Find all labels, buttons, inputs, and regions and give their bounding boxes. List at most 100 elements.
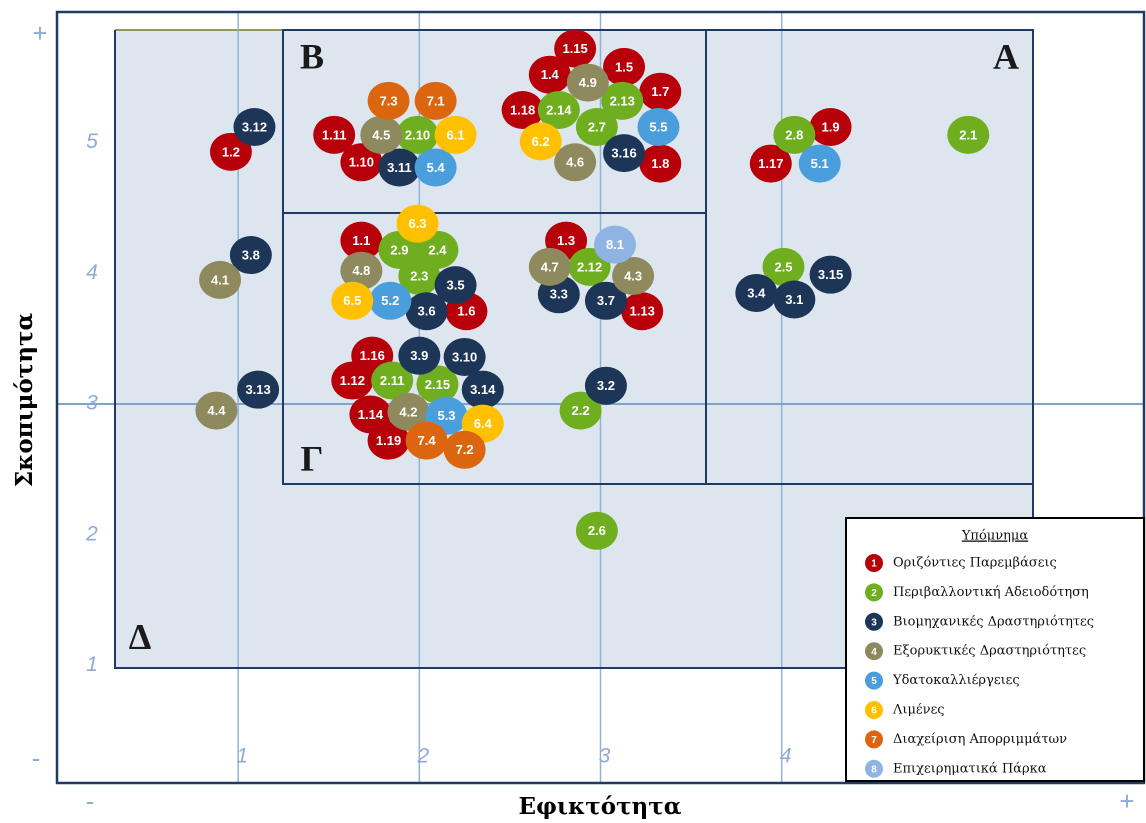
point-label: 2.13 [610,93,635,108]
point-label: 5.3 [437,408,455,423]
point [414,148,457,187]
point-label: 3.1 [785,292,803,307]
point [233,107,276,146]
point [528,247,571,286]
point [501,91,544,130]
point-label: 3.8 [242,247,260,262]
x-axis-label: Εφικτότητα [519,793,682,820]
y-plus: + [32,18,47,48]
point-label: 3.14 [470,382,496,397]
point [416,365,459,404]
legend-marker [865,671,883,690]
point-label: 3.12 [242,119,267,134]
legend-label: Διαχείριση Απορριμμάτων [893,732,1067,747]
point [947,115,990,154]
point [735,273,778,312]
y-tick-label: 4 [86,261,98,284]
point-label: 2.8 [785,127,803,142]
point-label: 1.18 [510,102,535,117]
point-label: 6.1 [447,127,465,142]
point [371,361,414,400]
y-tick-label: 3 [86,392,98,415]
point [584,366,627,405]
point-label: 3.7 [597,293,615,308]
x-tick-label: 1 [236,745,248,768]
point-label: 4.5 [372,127,390,142]
point-label: 7.3 [379,93,397,108]
point [443,430,486,469]
point [584,281,627,320]
legend-label: Οριζόντιες Παρεμβάσεις [893,556,1057,571]
point-label: 1.12 [340,373,365,388]
legend-number: 5 [871,676,877,687]
point [601,81,644,120]
plot-frame [55,10,1146,785]
point-label: 1.8 [651,156,669,171]
point-label: 4.3 [624,268,642,283]
legend-marker [865,583,883,602]
point-label: 4.9 [579,75,597,90]
point-label: 1.1 [352,233,370,248]
point [575,511,618,550]
point-label: 5.4 [427,160,446,175]
point [749,144,792,183]
legend-marker [865,701,883,719]
x-plus: + [1119,786,1134,816]
region-label: Α [993,36,1019,76]
legend-number: 7 [871,735,877,746]
point [809,107,852,146]
point-label: 4.4 [207,403,226,418]
point [434,266,477,305]
point [434,115,477,154]
point-label: 1.4 [541,67,560,82]
x-minus: - [86,786,95,816]
legend-box [845,517,1145,782]
point [798,144,841,183]
point-label: 7.4 [418,433,437,448]
point [398,256,441,295]
point [612,256,655,295]
point-label: 6.5 [343,293,361,308]
point [331,281,374,320]
y-tick-label: 1 [86,653,98,676]
point [405,292,448,331]
point-label: 3.3 [550,287,568,302]
legend-marker [865,730,883,749]
point [229,236,272,275]
y-minus: - [32,743,41,773]
y-tick-label: 2 [85,522,98,545]
point-label: 2.6 [588,523,606,538]
point-label: 2.5 [774,259,792,274]
point-label: 1.9 [822,119,840,134]
point-label: 2.9 [390,242,408,257]
point [566,63,609,102]
point [637,107,680,146]
x-tick-label: 2 [416,745,429,768]
point [414,81,457,120]
point-label: 7.1 [427,93,445,108]
point-label: 2.2 [572,403,590,418]
point [398,336,441,375]
point [443,337,486,376]
x-tick-label: 4 [780,745,792,768]
point [554,29,597,68]
point [575,107,618,146]
point-label: 1.6 [457,304,475,319]
point [396,204,439,243]
region-label: Δ [129,616,152,656]
legend-number: 8 [871,764,877,775]
point [809,255,852,294]
legend-title: Υπόμνημα [961,529,1029,544]
point [603,47,646,86]
point-label: 4.8 [352,263,370,278]
point [773,280,816,319]
region-label: Γ [301,438,324,478]
point [396,115,439,154]
point [313,115,356,154]
point-label: 2.11 [380,373,405,388]
y-tick-label: 5 [86,130,98,153]
legend-label: Επιχειρηματικά Πάρκα [893,761,1047,776]
point-label: 3.9 [410,348,428,363]
point [603,134,646,173]
legend-marker [865,554,883,572]
